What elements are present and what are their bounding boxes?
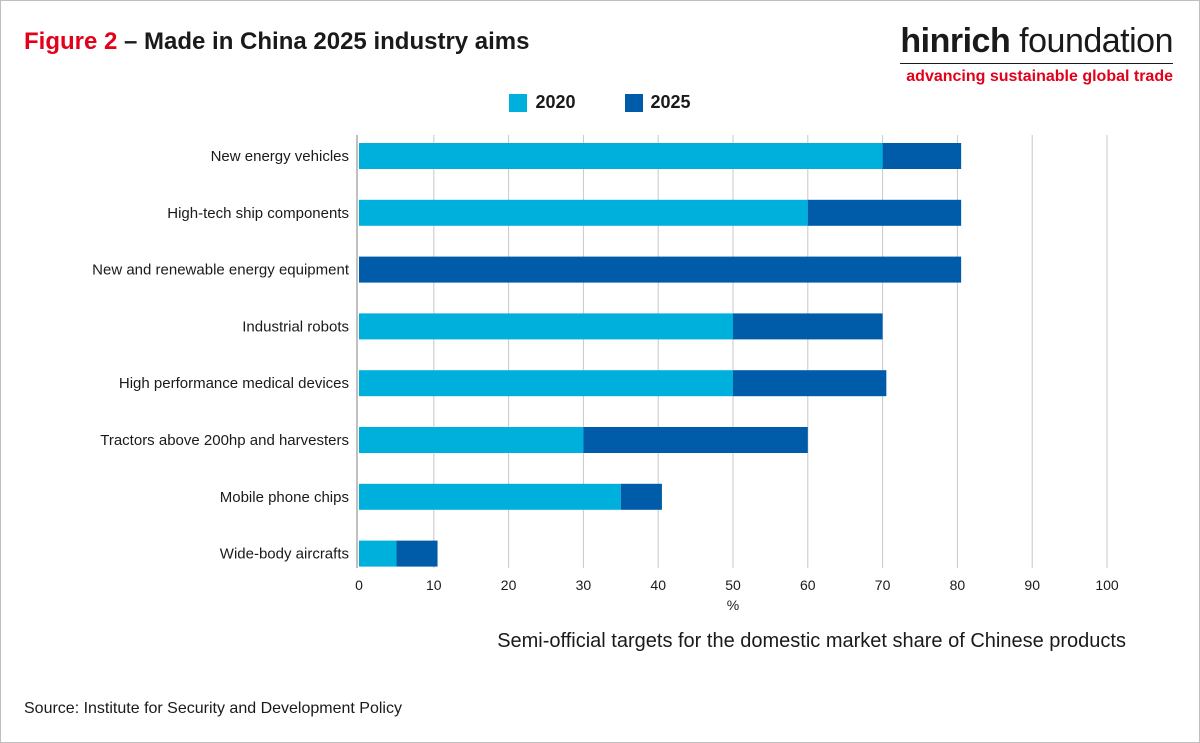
bar-2020-0: [359, 143, 883, 169]
category-label-2: New and renewable energy equipment: [92, 262, 350, 279]
x-tick-label-20: 20: [501, 577, 517, 593]
x-axis-label: %: [727, 597, 739, 613]
figure-label: Figure 2: [24, 28, 118, 55]
legend-label-2020: 2020: [535, 92, 576, 112]
brand-name: hinrich foundation: [900, 22, 1173, 60]
x-tick-label-10: 10: [426, 577, 442, 593]
x-tick-label-70: 70: [875, 577, 891, 593]
figure-title: – Made in China 2025 industry aims: [117, 28, 530, 55]
bar-2025-7: [396, 540, 438, 567]
legend-label-2025: 2025: [650, 92, 691, 112]
bar-2020-4: [359, 370, 733, 397]
category-label-4: High performance medical devices: [119, 375, 349, 392]
bar-2020-5: [359, 427, 584, 453]
x-tick-label-40: 40: [650, 577, 666, 593]
bar-2025-0: [882, 143, 962, 169]
brand-logo: hinrich foundation advancing sustainable…: [900, 22, 1173, 86]
category-label-1: High-tech ship components: [167, 205, 349, 222]
category-label-7: Wide-body aircrafts: [220, 546, 349, 563]
legend-swatch-2025: [624, 93, 643, 112]
category-label-5: Tractors above 200hp and harvesters: [100, 432, 349, 449]
bar-2025-4: [733, 370, 887, 397]
bar-2025-2: [359, 256, 962, 283]
x-tick-label-50: 50: [725, 577, 741, 593]
bar-2020-7: [359, 540, 397, 567]
brand-name-bold: hinrich: [900, 22, 1011, 60]
category-label-0: New energy vehicles: [211, 148, 349, 165]
x-tick-label-90: 90: [1024, 577, 1040, 593]
chart-note: Semi-official targets for the domestic m…: [497, 630, 1126, 652]
x-tick-label-30: 30: [576, 577, 592, 593]
bar-2025-5: [583, 427, 808, 453]
legend-swatch-2020: [509, 93, 528, 112]
source-note: Source: Institute for Security and Devel…: [24, 700, 402, 717]
category-label-6: Mobile phone chips: [220, 489, 349, 506]
chart-legend: 2020 2025: [0, 92, 1200, 117]
x-tick-label-80: 80: [950, 577, 966, 593]
legend-item-2020: 2020: [509, 92, 575, 113]
brand-name-light: foundation: [1010, 22, 1173, 60]
brand-divider: [900, 63, 1173, 64]
chart-title: Figure 2 – Made in China 2025 industry a…: [24, 28, 530, 56]
legend-item-2025: 2025: [624, 92, 691, 113]
bar-2025-1: [807, 199, 962, 226]
brand-tagline: advancing sustainable global trade: [906, 68, 1173, 85]
bar-2020-6: [359, 483, 621, 510]
x-tick-label-0: 0: [355, 577, 363, 593]
x-tick-label-100: 100: [1095, 577, 1119, 593]
bar-2025-6: [620, 483, 662, 510]
x-tick-label-60: 60: [800, 577, 816, 593]
bar-2020-1: [359, 199, 808, 226]
bar-2020-3: [359, 313, 733, 340]
bar-2025-3: [733, 313, 883, 340]
category-label-3: Industrial robots: [242, 318, 349, 335]
